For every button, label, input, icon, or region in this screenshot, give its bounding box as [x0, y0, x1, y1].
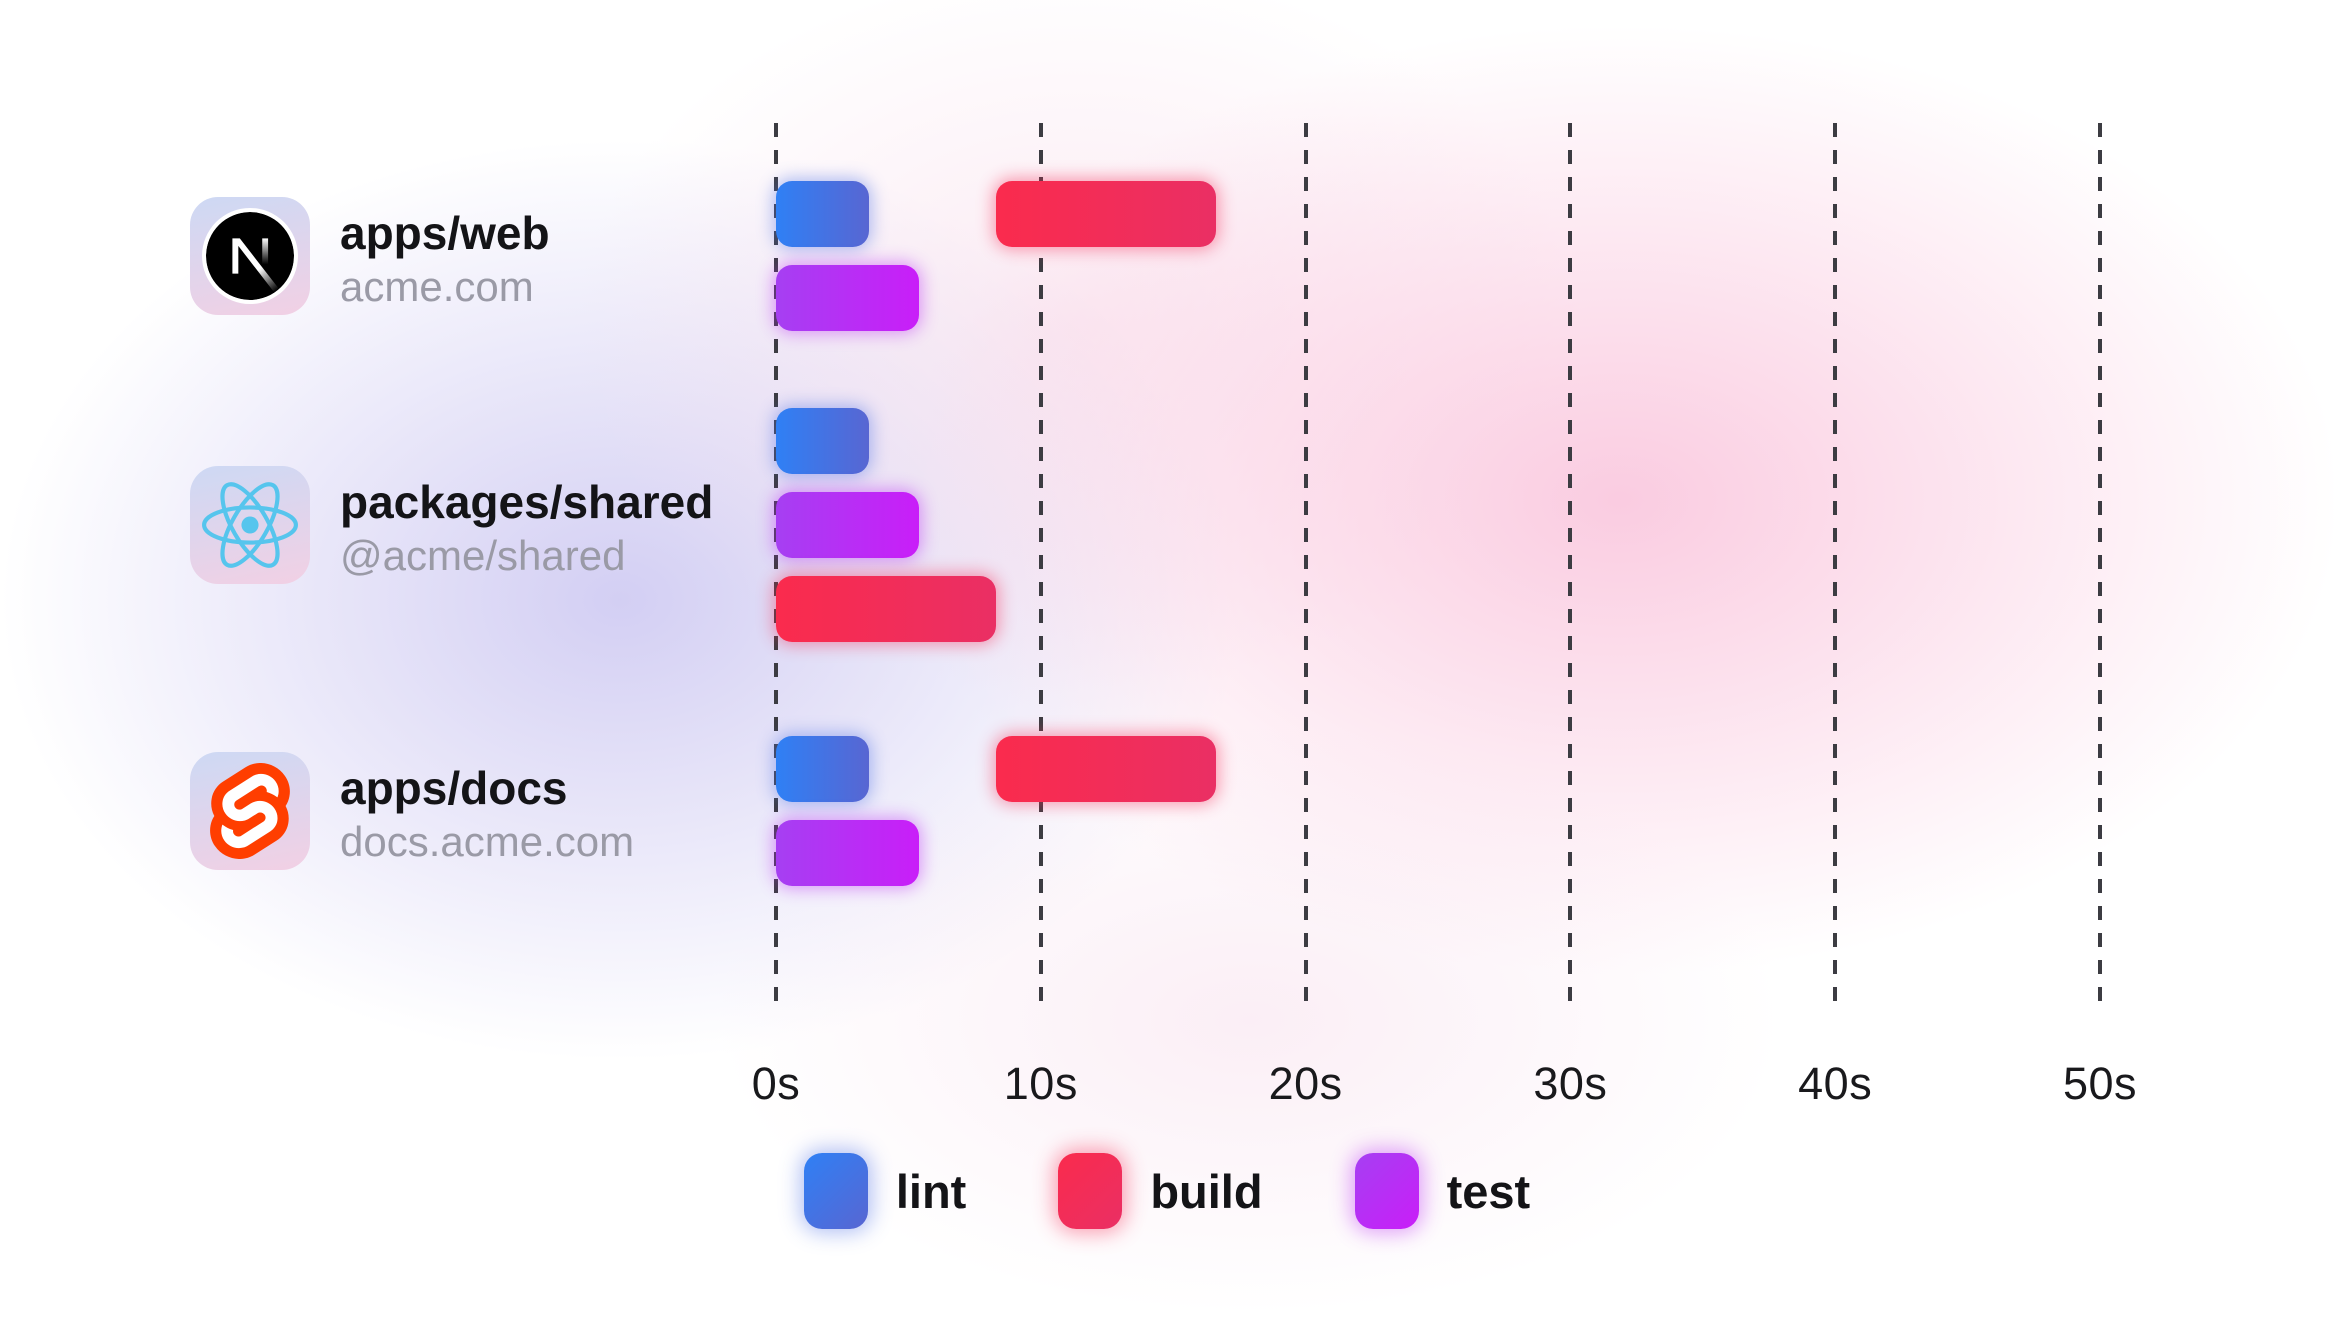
legend-item-build: build: [1058, 1153, 1263, 1229]
bar-packages-shared-build: [776, 576, 996, 642]
nextjs-logo-icon: [202, 208, 298, 304]
project-subtitle: @acme/shared: [340, 532, 626, 580]
bar-packages-shared-lint: [776, 408, 869, 474]
project-icon-tile-apps-docs: [190, 752, 310, 870]
project-label-apps-docs: apps/docs docs.acme.com: [340, 756, 634, 874]
legend: lint build test: [0, 1146, 2334, 1236]
gridline-30s: [1568, 123, 1573, 1010]
gridline-40s: [1833, 123, 1838, 1010]
bar-apps-docs-lint: [776, 736, 869, 802]
legend-label-test: test: [1446, 1164, 1531, 1218]
axis-tick-0s: 0s: [751, 1058, 801, 1109]
project-title: apps/web: [340, 207, 550, 260]
legend-swatch-build: [1058, 1153, 1123, 1229]
bar-packages-shared-test: [776, 492, 919, 558]
bar-apps-docs-test: [776, 820, 919, 886]
legend-swatch-lint: [803, 1153, 868, 1229]
react-logo-icon: [202, 482, 298, 568]
project-label-apps-web: apps/web acme.com: [340, 201, 550, 319]
bar-apps-web-build: [995, 181, 1216, 247]
bar-apps-docs-build: [995, 736, 1216, 802]
legend-label-build: build: [1150, 1164, 1263, 1218]
legend-item-test: test: [1354, 1153, 1531, 1229]
axis-tick-30s: 30s: [1533, 1058, 1608, 1109]
bar-apps-web-lint: [776, 181, 869, 247]
axis-tick-50s: 50s: [2062, 1058, 2138, 1109]
legend-item-lint: lint: [803, 1153, 967, 1229]
gridline-20s: [1303, 123, 1308, 1010]
gridline-0s: [774, 123, 778, 1010]
axis-tick-40s: 40s: [1798, 1058, 1873, 1109]
project-icon-tile-packages-shared: [190, 466, 310, 584]
axis-tick-20s: 20s: [1268, 1058, 1343, 1109]
project-subtitle: acme.com: [340, 263, 534, 311]
bar-apps-web-test: [776, 265, 919, 331]
project-label-packages-shared: packages/shared @acme/shared: [340, 470, 713, 588]
gridline-50s: [2098, 123, 2102, 1010]
svelte-logo-icon: [210, 763, 290, 859]
gridline-10s: [1038, 123, 1043, 1010]
project-title: apps/docs: [340, 762, 568, 815]
project-subtitle: docs.acme.com: [340, 818, 635, 866]
legend-swatch-test: [1354, 1153, 1419, 1229]
project-icon-tile-apps-web: [190, 197, 310, 315]
project-title: packages/shared: [340, 476, 714, 529]
legend-label-lint: lint: [895, 1164, 967, 1218]
axis-tick-10s: 10s: [1003, 1058, 1078, 1109]
